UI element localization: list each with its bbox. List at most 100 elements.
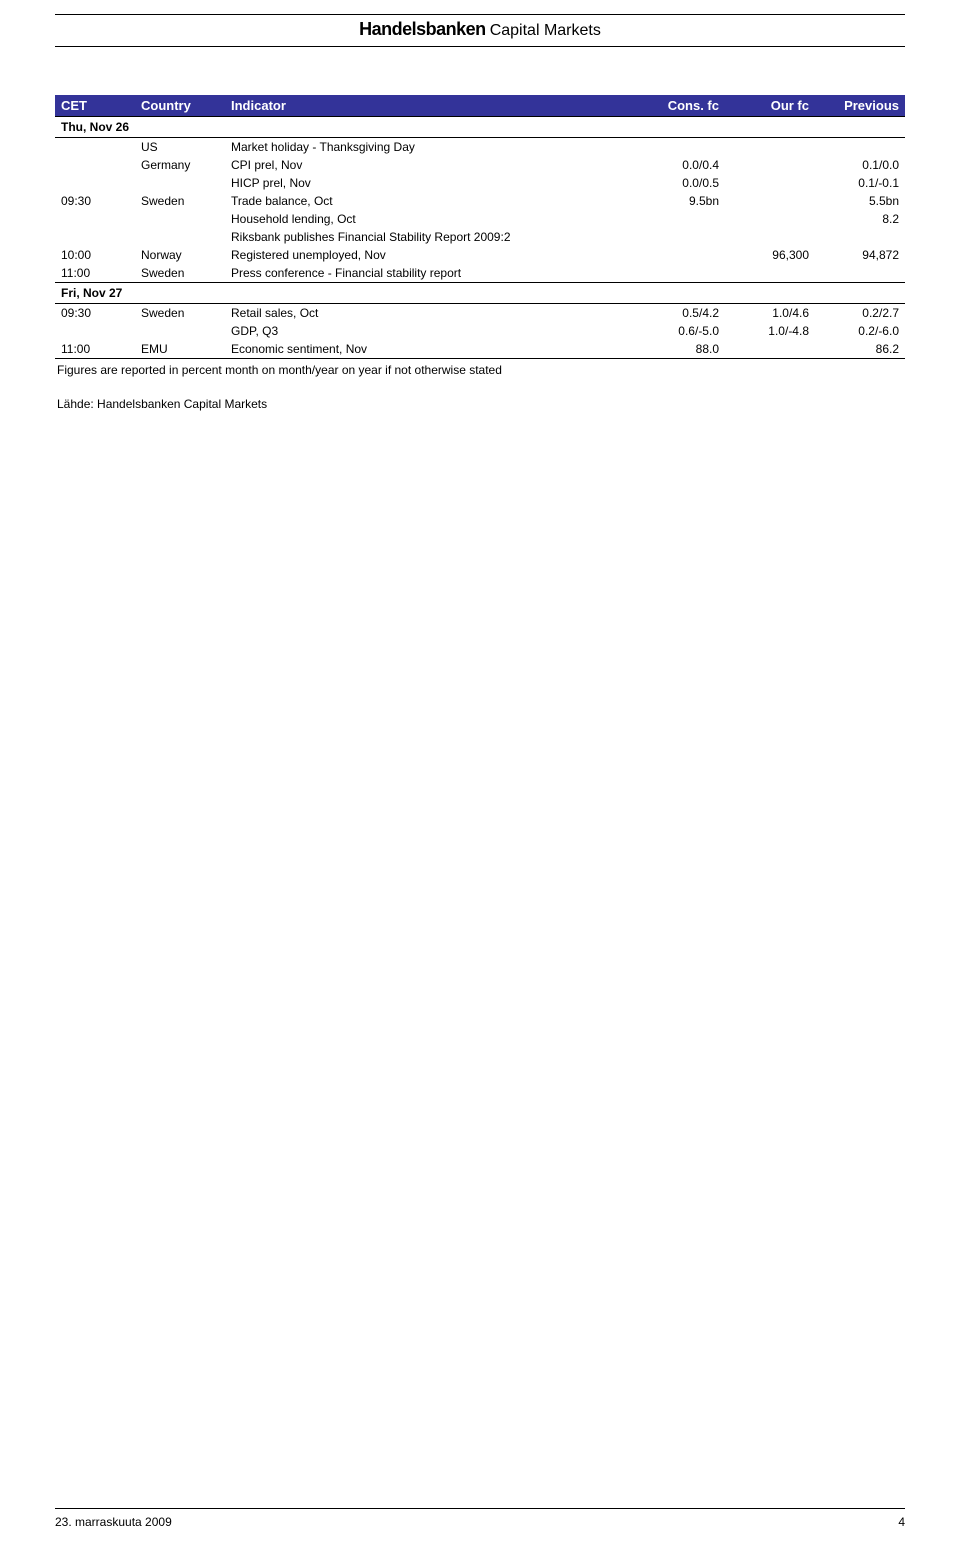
cell-our (725, 264, 815, 283)
cell-our (725, 174, 815, 192)
cell-cet (55, 210, 135, 228)
cell-cet (55, 228, 135, 246)
cell-prev: 0.1/0.0 (815, 156, 905, 174)
brand-name: Handelsbanken (359, 19, 486, 39)
table-row: GermanyCPI prel, Nov0.0/0.4 0.1/0.0 (55, 156, 905, 174)
cell-cons (635, 210, 725, 228)
page-container: HandelsbankenCapital Markets CET Country… (0, 14, 960, 1555)
cell-indicator: Market holiday - Thanksgiving Day (225, 138, 635, 157)
footer-page: 4 (898, 1515, 905, 1529)
cell-indicator: Economic sentiment, Nov (225, 340, 635, 359)
table-row: USMarket holiday - Thanksgiving Day (55, 138, 905, 157)
cell-indicator: Registered unemployed, Nov (225, 246, 635, 264)
cell-country (135, 228, 225, 246)
cell-country: EMU (135, 340, 225, 359)
cell-our (725, 192, 815, 210)
cell-country: Germany (135, 156, 225, 174)
cell-indicator: Riksbank publishes Financial Stability R… (225, 228, 635, 246)
table-row: Riksbank publishes Financial Stability R… (55, 228, 905, 246)
cell-cet (55, 322, 135, 340)
cell-our (725, 138, 815, 157)
cell-prev: 0.2/-6.0 (815, 322, 905, 340)
cell-our (725, 210, 815, 228)
brand-rule (55, 46, 905, 47)
cell-our (725, 340, 815, 359)
cell-prev: 86.2 (815, 340, 905, 359)
cell-prev: 8.2 (815, 210, 905, 228)
cell-indicator: Household lending, Oct (225, 210, 635, 228)
cell-cet: 11:00 (55, 340, 135, 359)
cell-cons (635, 264, 725, 283)
table-row: HICP prel, Nov0.0/0.5 0.1/-0.1 (55, 174, 905, 192)
cell-prev: 94,872 (815, 246, 905, 264)
table-row: Household lending, Oct 8.2 (55, 210, 905, 228)
cell-cons: 9.5bn (635, 192, 725, 210)
cell-country: Sweden (135, 264, 225, 283)
cell-indicator: Retail sales, Oct (225, 304, 635, 323)
cell-our: 1.0/4.6 (725, 304, 815, 323)
cell-prev: 5.5bn (815, 192, 905, 210)
table-row: 09:30SwedenTrade balance, Oct9.5bn 5.5bn (55, 192, 905, 210)
cell-our: 96,300 (725, 246, 815, 264)
cell-cons: 0.0/0.4 (635, 156, 725, 174)
table-section-row: Fri, Nov 27 (55, 283, 905, 304)
col-country: Country (135, 95, 225, 117)
cell-our: 1.0/-4.8 (725, 322, 815, 340)
cell-indicator: Press conference - Financial stability r… (225, 264, 635, 283)
source-line: Lähde: Handelsbanken Capital Markets (55, 377, 905, 411)
cell-country: Sweden (135, 304, 225, 323)
cell-country: Norway (135, 246, 225, 264)
cell-prev (815, 138, 905, 157)
cell-country: Sweden (135, 192, 225, 210)
cell-cons (635, 228, 725, 246)
cell-cons (635, 246, 725, 264)
cell-cet (55, 138, 135, 157)
cell-cet: 10:00 (55, 246, 135, 264)
cell-cet: 09:30 (55, 304, 135, 323)
table-row: 10:00NorwayRegistered unemployed, Nov 96,… (55, 246, 905, 264)
table-row: 11:00SwedenPress conference - Financial … (55, 264, 905, 283)
brand-suffix: Capital Markets (490, 22, 601, 39)
col-cet: CET (55, 95, 135, 117)
cell-country: US (135, 138, 225, 157)
cell-prev (815, 264, 905, 283)
cell-indicator: HICP prel, Nov (225, 174, 635, 192)
cell-country (135, 174, 225, 192)
cell-cet (55, 156, 135, 174)
cell-prev: 0.1/-0.1 (815, 174, 905, 192)
cell-prev (815, 228, 905, 246)
table-header-row: CET Country Indicator Cons. fc Our fc Pr… (55, 95, 905, 117)
cell-cons: 0.5/4.2 (635, 304, 725, 323)
brand-header: HandelsbankenCapital Markets (55, 15, 905, 46)
table-row: 09:30SwedenRetail sales, Oct0.5/4.21.0/4… (55, 304, 905, 323)
cell-country (135, 322, 225, 340)
table-footnote: Figures are reported in percent month on… (55, 359, 905, 377)
cell-indicator: GDP, Q3 (225, 322, 635, 340)
footer-date: 23. marraskuuta 2009 (55, 1515, 172, 1529)
col-cons: Cons. fc (635, 95, 725, 117)
cell-our (725, 156, 815, 174)
table-section-label: Thu, Nov 26 (55, 117, 905, 138)
cell-cons: 0.0/0.5 (635, 174, 725, 192)
cell-cet: 11:00 (55, 264, 135, 283)
indicators-table: CET Country Indicator Cons. fc Our fc Pr… (55, 95, 905, 359)
table-section-row: Thu, Nov 26 (55, 117, 905, 138)
table-body: Thu, Nov 26USMarket holiday - Thanksgivi… (55, 117, 905, 359)
cell-indicator: CPI prel, Nov (225, 156, 635, 174)
table-section-label: Fri, Nov 27 (55, 283, 905, 304)
cell-country (135, 210, 225, 228)
page-footer: 23. marraskuuta 2009 4 (55, 1508, 905, 1529)
cell-prev: 0.2/2.7 (815, 304, 905, 323)
cell-cet: 09:30 (55, 192, 135, 210)
cell-cons: 0.6/-5.0 (635, 322, 725, 340)
cell-cet (55, 174, 135, 192)
cell-our (725, 228, 815, 246)
col-our: Our fc (725, 95, 815, 117)
col-prev: Previous (815, 95, 905, 117)
table-row: 11:00EMUEconomic sentiment, Nov88.0 86.2 (55, 340, 905, 359)
table-row: GDP, Q30.6/-5.01.0/-4.80.2/-6.0 (55, 322, 905, 340)
cell-cons: 88.0 (635, 340, 725, 359)
col-indicator: Indicator (225, 95, 635, 117)
cell-cons (635, 138, 725, 157)
cell-indicator: Trade balance, Oct (225, 192, 635, 210)
